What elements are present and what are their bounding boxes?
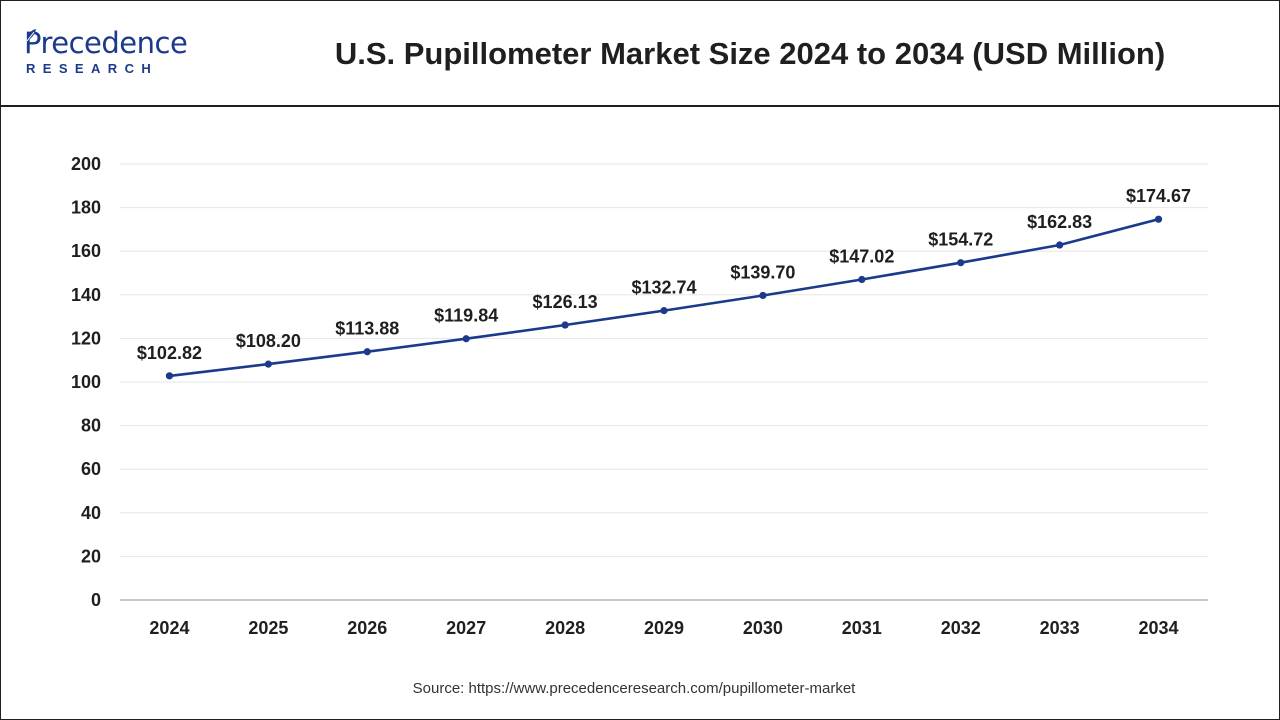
y-tick-label: 100	[71, 372, 101, 392]
source-note: Source: https://www.precedenceresearch.c…	[412, 680, 856, 697]
y-tick-label: 180	[71, 198, 101, 218]
x-tick-label: 2034	[1139, 618, 1179, 638]
y-tick-label: 60	[81, 459, 101, 479]
data-point	[1056, 241, 1064, 249]
y-tick-label: 20	[81, 546, 101, 566]
data-label: $147.02	[829, 246, 894, 266]
data-label: $119.84	[434, 306, 498, 326]
y-tick-label: 40	[81, 503, 101, 523]
logo-subtitle: RESEARCH	[26, 61, 159, 76]
y-tick-label: 80	[81, 416, 101, 436]
data-label: $113.88	[335, 319, 399, 339]
precedence-research-logo: Precedence RESEARCH	[24, 26, 224, 82]
data-point	[1154, 215, 1163, 223]
data-points	[165, 215, 1163, 380]
data-point	[165, 372, 174, 380]
y-tick-label: 200	[71, 154, 101, 174]
y-tick-label: 140	[71, 285, 101, 305]
header: Precedence RESEARCH U.S. Pupillometer Ma…	[0, 0, 1280, 107]
data-point	[363, 348, 371, 356]
x-tick-label: 2031	[842, 618, 882, 638]
data-point	[462, 335, 470, 343]
x-tick-label: 2027	[446, 618, 486, 638]
x-tick-label: 2026	[347, 618, 387, 638]
data-point	[561, 321, 569, 329]
x-tick-label: 2029	[644, 618, 684, 638]
data-point	[759, 291, 767, 300]
data-label: $154.72	[928, 230, 993, 250]
line-chart: 0 20 40 60 80 100 120 140 160 180 200 2024 2025 2026 2…	[71, 154, 1208, 638]
axes: 0 20 40 60 80 100 120 140 160 180 200 2024 2025 2026 2…	[71, 154, 1208, 638]
data-label: $132.74	[631, 278, 696, 298]
y-tick-label: 120	[71, 328, 101, 348]
data-label: $126.13	[533, 292, 598, 312]
data-point	[264, 360, 272, 368]
y-tick-label: 160	[71, 241, 101, 261]
data-label: $162.83	[1027, 212, 1092, 232]
data-labels: $102.82 $108.20 $113.88 $119.84 $126.13 $132.…	[137, 186, 1191, 363]
data-label: $174.67	[1126, 186, 1191, 206]
data-label: $108.20	[236, 331, 301, 351]
x-tick-label: 2028	[545, 618, 585, 638]
data-label: $102.82	[137, 343, 202, 363]
data-point	[858, 275, 866, 284]
x-tick-label: 2033	[1040, 618, 1080, 638]
x-tick-label: 2030	[743, 618, 783, 638]
x-tick-label: 2032	[941, 618, 981, 638]
data-point	[957, 259, 965, 267]
data-point	[660, 307, 668, 315]
leaf-icon	[26, 29, 36, 42]
x-tick-label: 2024	[149, 618, 189, 638]
gridlines	[120, 163, 1208, 557]
x-tick-label: 2025	[248, 618, 288, 638]
data-label: $139.70	[730, 262, 795, 282]
y-tick-label: 0	[91, 590, 101, 610]
logo-wordmark: Precedence	[24, 26, 188, 60]
page-title: U.S. Pupillometer Market Size 2024 to 20…	[334, 36, 1166, 71]
